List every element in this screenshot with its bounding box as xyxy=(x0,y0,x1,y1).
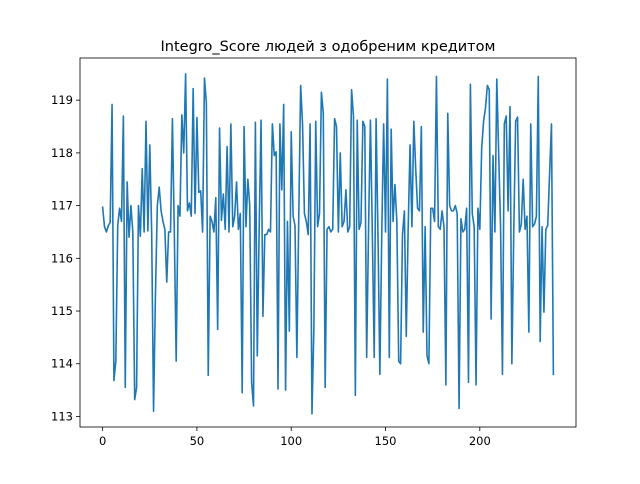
y-tick-label: 119 xyxy=(51,93,73,107)
x-tick-label: 150 xyxy=(375,434,397,448)
chart-title: Integro_Score людей з одобреним кредитом xyxy=(161,39,496,55)
x-tick-label: 50 xyxy=(190,434,205,448)
y-tick-label: 118 xyxy=(51,146,73,160)
y-tick-label: 116 xyxy=(51,251,73,265)
x-tick-label: 200 xyxy=(469,434,491,448)
y-tick-label: 117 xyxy=(51,199,73,213)
plot-frame xyxy=(79,57,577,428)
y-axis: 113 114 115 116 117 118 119 xyxy=(51,93,80,423)
x-axis: 0 50 100 150 200 xyxy=(99,427,491,448)
y-tick-label: 114 xyxy=(51,357,73,371)
plot-area xyxy=(101,73,555,415)
x-tick-label: 0 xyxy=(99,434,106,448)
x-tick-label: 100 xyxy=(280,434,302,448)
series-line xyxy=(101,73,555,415)
y-tick-label: 113 xyxy=(51,409,73,423)
y-tick-label: 115 xyxy=(51,304,73,318)
